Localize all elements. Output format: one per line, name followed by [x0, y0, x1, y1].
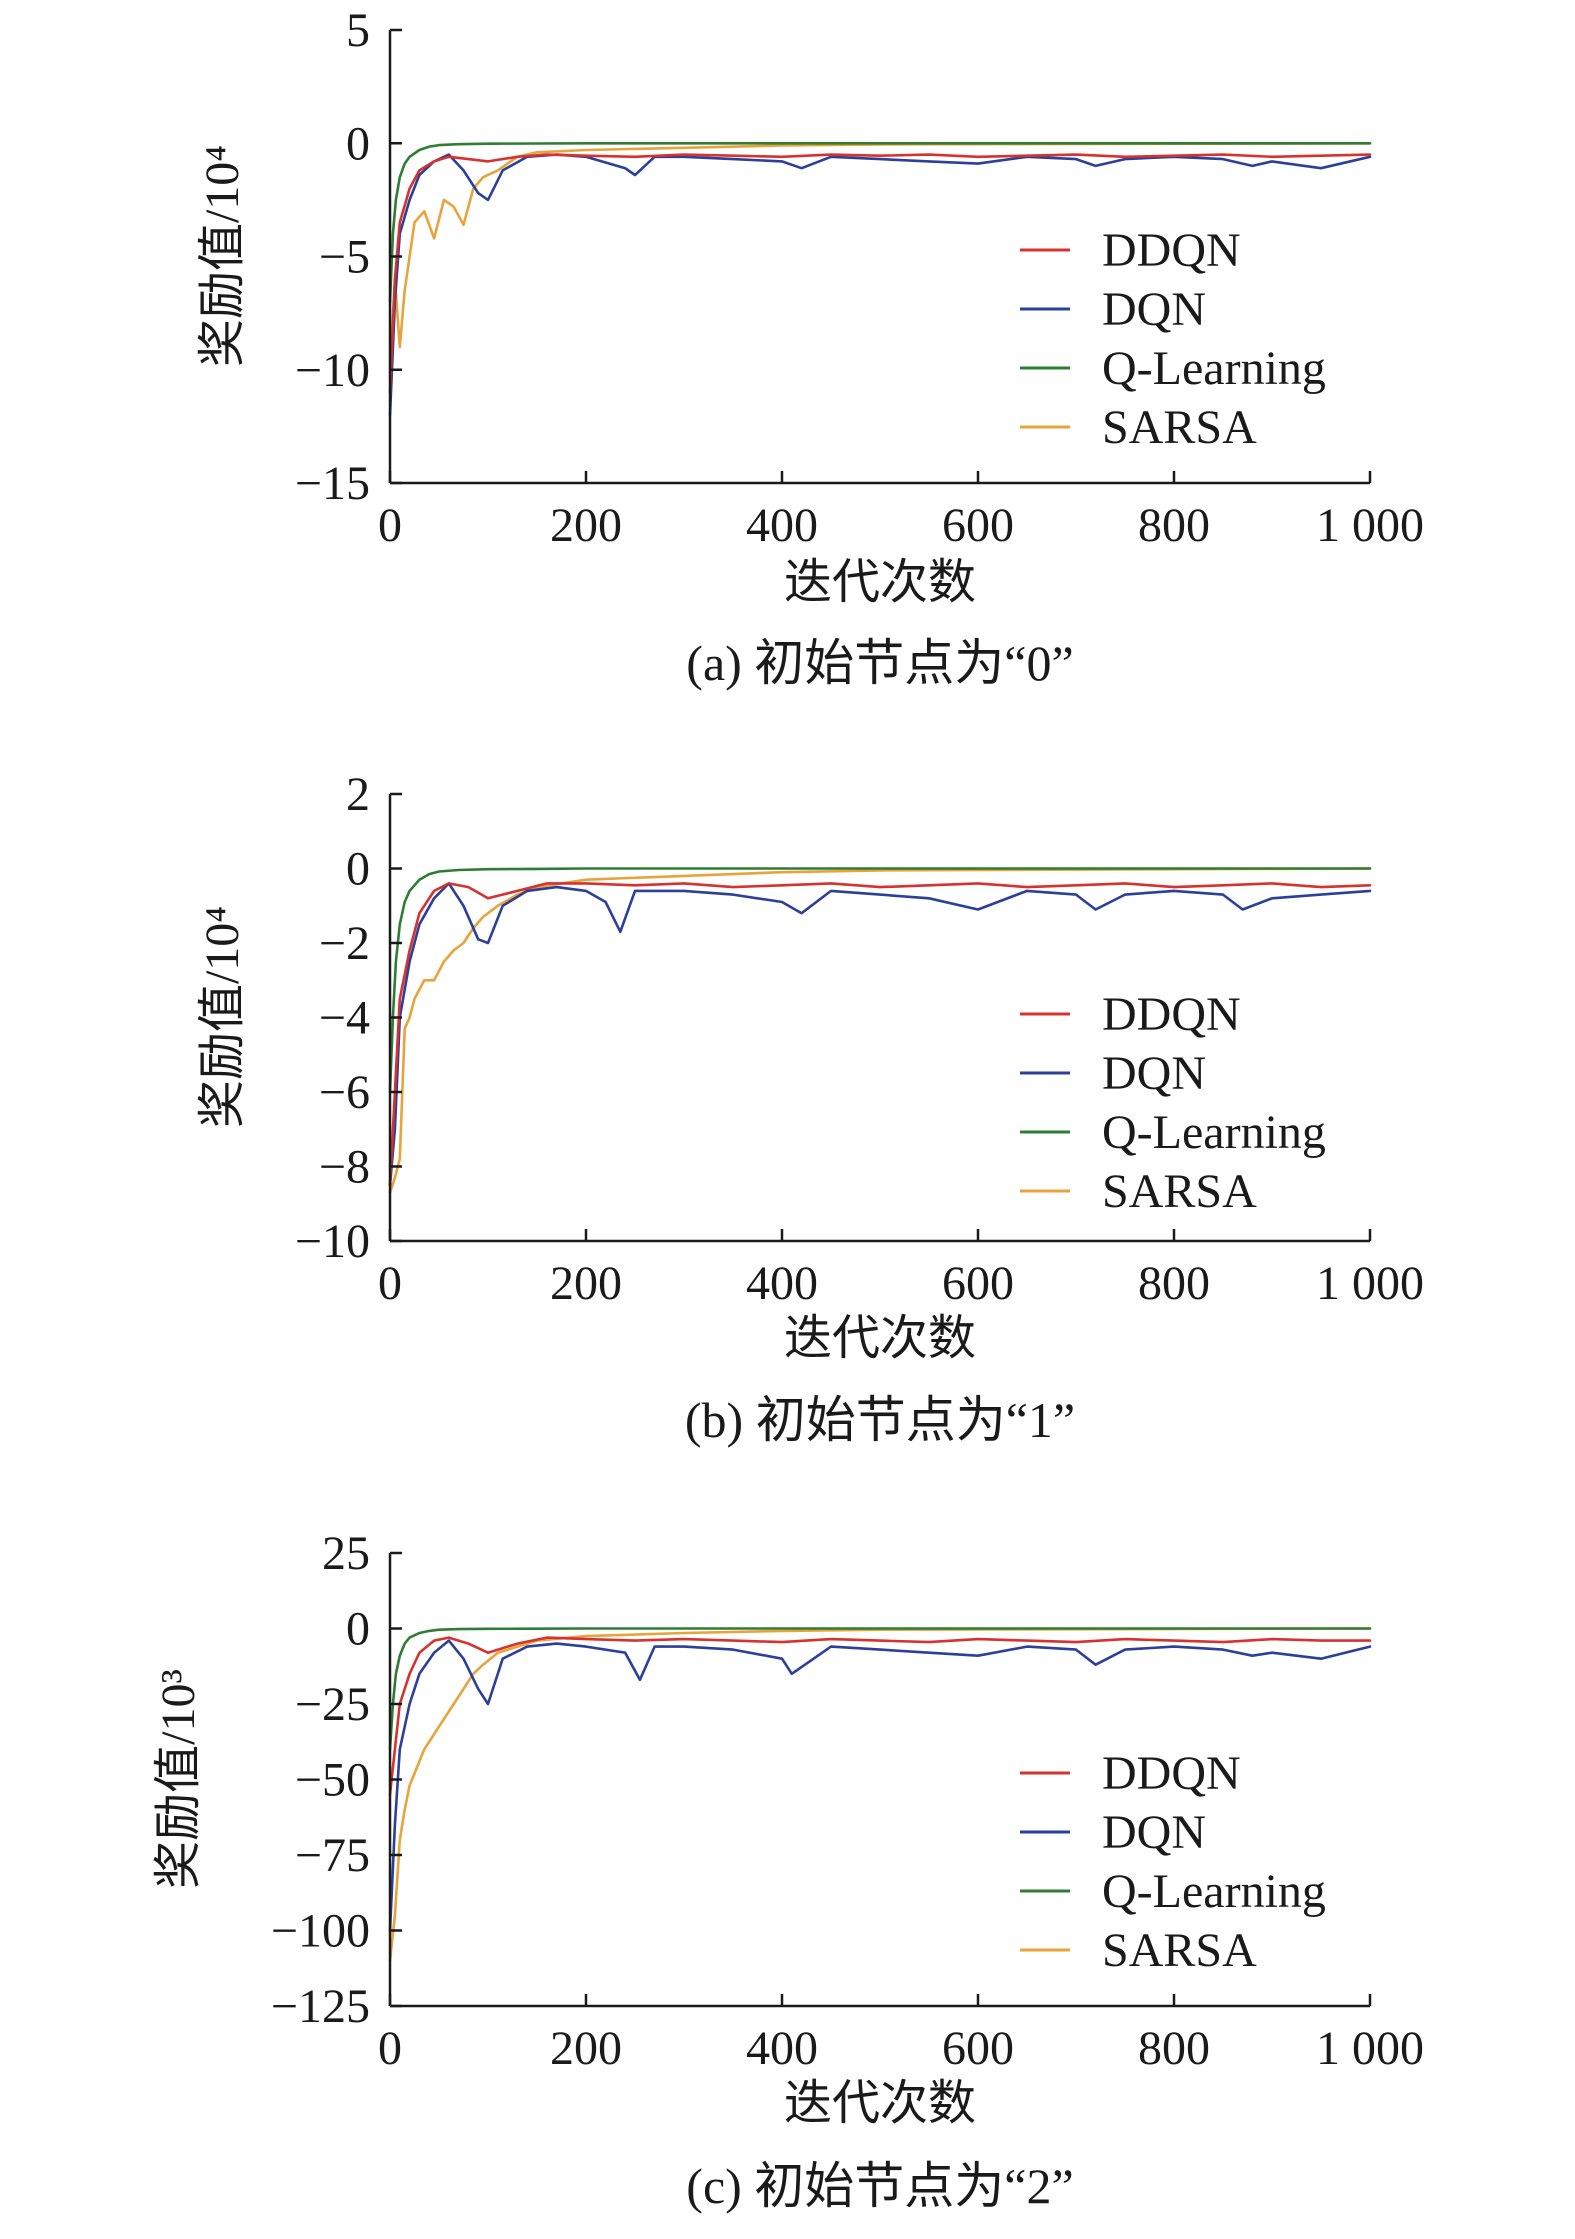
chart-panel-c: 0 200 400 600 800 1 000 250−25−50−75−100−125 …	[152, 1527, 1424, 2214]
chart-caption: (b) 初始节点为“1”	[685, 1392, 1075, 1448]
x-tick-label: 800	[1138, 1257, 1210, 1310]
x-tick-label: 200	[550, 2022, 622, 2075]
y-tick-label: −15	[295, 457, 370, 510]
legend-label: DQN	[1102, 1047, 1206, 1100]
x-tick-label: 400	[746, 2022, 818, 2075]
legend-label: SARSA	[1102, 1165, 1257, 1218]
chart-caption: (c) 初始节点为“2”	[686, 2158, 1073, 2214]
x-tick-label: 600	[942, 1257, 1014, 1310]
y-tick-label: −2	[319, 917, 370, 970]
legend-label: DQN	[1102, 1806, 1206, 1859]
legend-label: Q-Learning	[1102, 1106, 1326, 1159]
y-tick-label: −75	[295, 1829, 370, 1882]
x-tick-label: 800	[1138, 2022, 1210, 2075]
x-axis-label: 迭代次数	[784, 1312, 976, 1365]
x-tick-label: 1 000	[1316, 1257, 1424, 1310]
y-axis-label: 奖励值/10⁴	[196, 145, 249, 367]
y-tick-label: 25	[322, 1527, 370, 1580]
series-line-dqn	[388, 882, 1372, 1187]
x-tick-label: 0	[378, 2022, 402, 2075]
y-tick-label: −100	[271, 1905, 370, 1958]
x-tick-label: 600	[942, 499, 1014, 552]
y-tick-label: 0	[346, 843, 370, 896]
series-line-ddqn	[388, 1636, 1372, 1796]
legend-label: Q-Learning	[1102, 1865, 1326, 1918]
legend: DDQN DQN Q-Learning SARSA	[1020, 1747, 1326, 1977]
series-line-dqn	[388, 1639, 1372, 1932]
chart-panel-b: 0 200 400 600 800 1 000 2 0 −2 −4 −6 −8 −10 奖励值/10⁴…	[196, 768, 1424, 1448]
x-tick-label: 200	[550, 499, 622, 552]
x-tick-label: 400	[746, 499, 818, 552]
x-tick-label: 1 000	[1316, 499, 1424, 552]
x-tick-label: 600	[942, 2022, 1014, 2075]
legend-label: SARSA	[1102, 401, 1257, 454]
y-axis-label: 奖励值/10⁴	[196, 906, 249, 1128]
y-tick-label: −10	[295, 344, 370, 397]
legend-label: DDQN	[1102, 1747, 1241, 1800]
legend-label: Q-Learning	[1102, 342, 1326, 395]
legend: DDQN DQN Q-Learning SARSA	[1020, 224, 1326, 454]
y-tick-label: −10	[295, 1215, 370, 1268]
y-axis-label: 奖励值/10³	[152, 1669, 205, 1889]
series-line-sarsa	[388, 142, 1372, 372]
x-tick-label: 1 000	[1316, 2022, 1424, 2075]
y-tick-label: −4	[319, 992, 370, 1045]
y-tick-label: 5	[346, 4, 370, 57]
legend-label: DDQN	[1102, 224, 1241, 277]
series-line-ddqn	[388, 882, 1372, 1187]
y-tick-label: −25	[295, 1678, 370, 1731]
series-line-sarsa	[388, 1627, 1372, 1963]
chart-caption: (a) 初始节点为“0”	[686, 635, 1073, 691]
legend-label: DDQN	[1102, 988, 1241, 1041]
y-tick-label: 0	[346, 1603, 370, 1656]
series-line-qlearning	[388, 1627, 1372, 1751]
series-layer	[388, 867, 1372, 1194]
x-axis-label: 迭代次数	[784, 2077, 976, 2130]
series-line-dqn	[388, 153, 1372, 417]
x-tick-label: 400	[746, 1257, 818, 1310]
series-layer	[388, 1627, 1372, 1963]
y-tick-label: −5	[319, 231, 370, 284]
y-tick-label: 0	[346, 117, 370, 170]
x-tick-label: 800	[1138, 499, 1210, 552]
y-tick-label: −50	[295, 1754, 370, 1807]
x-tick-label: 0	[378, 499, 402, 552]
legend: DDQN DQN Q-Learning SARSA	[1020, 988, 1326, 1218]
series-line-sarsa	[388, 867, 1372, 1194]
y-tick-label: −125	[271, 1980, 370, 2033]
series-line-qlearning	[388, 142, 1372, 304]
legend-label: SARSA	[1102, 1924, 1257, 1977]
series-layer	[388, 142, 1372, 417]
y-tick-label: −6	[319, 1066, 370, 1119]
x-tick-label: 200	[550, 1257, 622, 1310]
legend-label: DQN	[1102, 283, 1206, 336]
x-axis-label: 迭代次数	[784, 556, 976, 609]
series-line-qlearning	[388, 867, 1372, 1094]
series-line-ddqn	[388, 153, 1372, 394]
y-tick-label: −8	[319, 1141, 370, 1194]
y-tick-label: 2	[346, 768, 370, 821]
x-tick-label: 0	[378, 1257, 402, 1310]
chart-panel-a: 0 200 400 600 800 1 000 5 0 −5 −10 −15 奖励值/10⁴ 迭代…	[196, 4, 1424, 691]
